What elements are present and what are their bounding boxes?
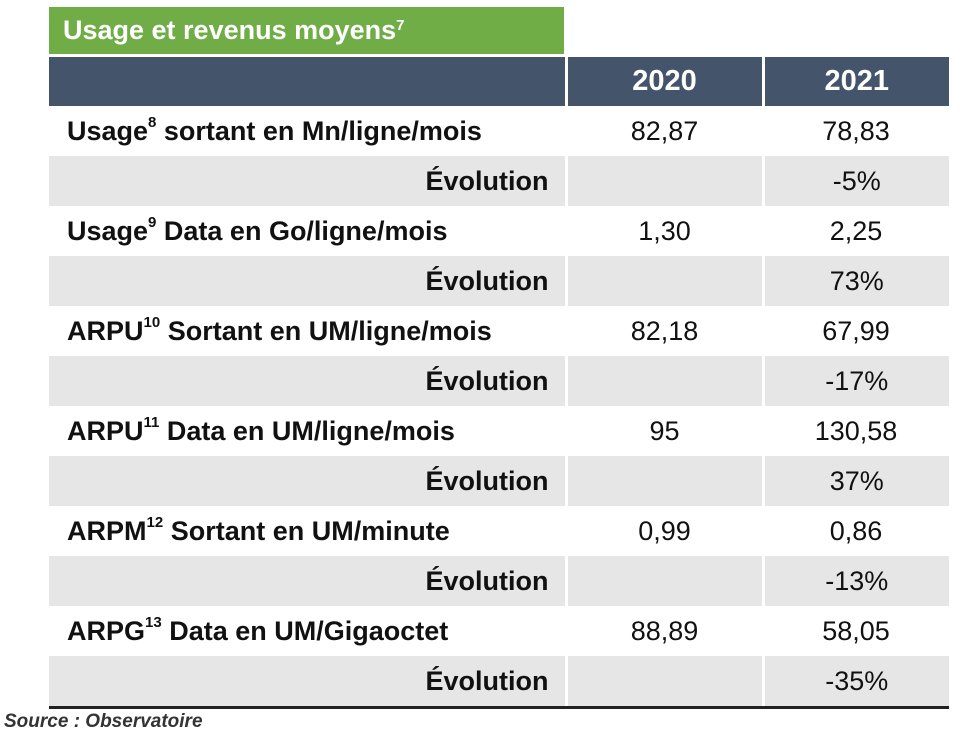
evolution-label: Évolution xyxy=(49,356,566,406)
header-blank xyxy=(49,57,566,106)
row-label: ARPM12 Sortant en UM/minute xyxy=(49,506,566,556)
row-label-prefix: ARPU xyxy=(67,415,144,446)
title-footnote: 7 xyxy=(396,17,405,34)
row-label-text: Data en UM/ligne/mois xyxy=(166,415,455,446)
evolution-label: Évolution xyxy=(49,256,566,306)
evolution-label: Évolution xyxy=(49,456,566,506)
value-2020: 1,30 xyxy=(638,215,691,246)
row-label-prefix: Usage xyxy=(67,115,149,146)
row-label-prefix: ARPM xyxy=(67,515,147,546)
evolution-2021: -35% xyxy=(761,656,949,709)
row-label-text: Sortant en UM/ligne/mois xyxy=(167,315,492,346)
evolution-row: Évolution -5% xyxy=(49,156,949,206)
evolution-label: Évolution xyxy=(49,156,566,206)
evolution-row: Évolution 73% xyxy=(49,256,949,306)
evolution-2020 xyxy=(564,256,763,306)
value-2020: 82,87 xyxy=(630,115,699,146)
source-note: Source : Observatoire xyxy=(4,711,203,732)
header-2020: 2020 xyxy=(564,57,763,106)
table-title: Usage et revenus moyens7 xyxy=(49,7,564,54)
row-footnote: 13 xyxy=(145,613,162,631)
row-label-text: Sortant en UM/minute xyxy=(170,515,450,546)
table-row: Usage8 sortant en Mn/ligne/mois 82,87 78… xyxy=(49,106,949,156)
evolution-2021: -13% xyxy=(761,556,949,606)
header-2021: 2021 xyxy=(761,57,949,106)
evolution-label: Évolution xyxy=(49,556,566,606)
table-row: ARPU10 Sortant en UM/ligne/mois 82,18 67… xyxy=(49,306,949,356)
row-label: Usage9 Data en Go/ligne/mois xyxy=(49,206,566,256)
value-2020: 82,18 xyxy=(630,315,699,346)
evolution-2021: 37% xyxy=(761,456,949,506)
usage-revenue-table: 2020 2021 Usage8 sortant en Mn/ligne/moi… xyxy=(49,57,949,709)
evolution-row: Évolution -17% xyxy=(49,356,949,406)
value-2020: 88,89 xyxy=(630,615,699,646)
evolution-label: Évolution xyxy=(49,656,566,709)
value-2020: 0,99 xyxy=(638,515,691,546)
row-label-prefix: Usage xyxy=(67,215,149,246)
row-label-text: sortant en Mn/ligne/mois xyxy=(163,115,482,146)
evolution-row: Évolution 37% xyxy=(49,456,949,506)
evolution-2021: -5% xyxy=(761,156,949,206)
evolution-2020 xyxy=(564,656,763,709)
evolution-row: Évolution -13% xyxy=(49,556,949,606)
title-text: Usage et revenus moyens xyxy=(63,15,397,45)
value-2021: 0,86 xyxy=(829,515,883,546)
row-label: Usage8 sortant en Mn/ligne/mois xyxy=(49,106,566,156)
row-footnote: 8 xyxy=(148,113,157,131)
row-label-prefix: ARPU xyxy=(67,315,144,346)
table-row: ARPG13 Data en UM/Gigaoctet 88,89 58,05 xyxy=(49,606,949,656)
evolution-2020 xyxy=(564,356,763,406)
value-2021: 78,83 xyxy=(822,115,890,146)
row-label: ARPU10 Sortant en UM/ligne/mois xyxy=(49,306,566,356)
evolution-2020 xyxy=(564,456,763,506)
value-2021: 58,05 xyxy=(822,615,890,646)
row-label-text: Data en UM/Gigaoctet xyxy=(169,615,449,646)
value-2021: 130,58 xyxy=(814,415,898,446)
evolution-2020 xyxy=(564,156,763,206)
evolution-2020 xyxy=(564,556,763,606)
row-footnote: 12 xyxy=(146,513,164,531)
evolution-2021: 73% xyxy=(761,256,949,306)
header-row: 2020 2021 xyxy=(49,57,949,106)
row-footnote: 9 xyxy=(148,213,157,231)
evolution-2021: -17% xyxy=(761,356,949,406)
row-label-prefix: ARPG xyxy=(67,615,146,646)
value-2020: 95 xyxy=(649,415,680,446)
row-label: ARPU11 Data en UM/ligne/mois xyxy=(49,406,566,456)
value-2021: 67,99 xyxy=(822,315,890,346)
value-2021: 2,25 xyxy=(829,215,883,246)
evolution-row: Évolution -35% xyxy=(49,656,949,709)
table-row: ARPU11 Data en UM/ligne/mois 95 130,58 xyxy=(49,406,949,456)
table-row: ARPM12 Sortant en UM/minute 0,99 0,86 xyxy=(49,506,949,556)
table-row: Usage9 Data en Go/ligne/mois 1,30 2,25 xyxy=(49,206,949,256)
row-label-text: Data en Go/ligne/mois xyxy=(163,215,448,246)
row-footnote: 10 xyxy=(143,313,161,331)
row-label: ARPG13 Data en UM/Gigaoctet xyxy=(49,606,566,656)
row-footnote: 11 xyxy=(143,413,160,431)
